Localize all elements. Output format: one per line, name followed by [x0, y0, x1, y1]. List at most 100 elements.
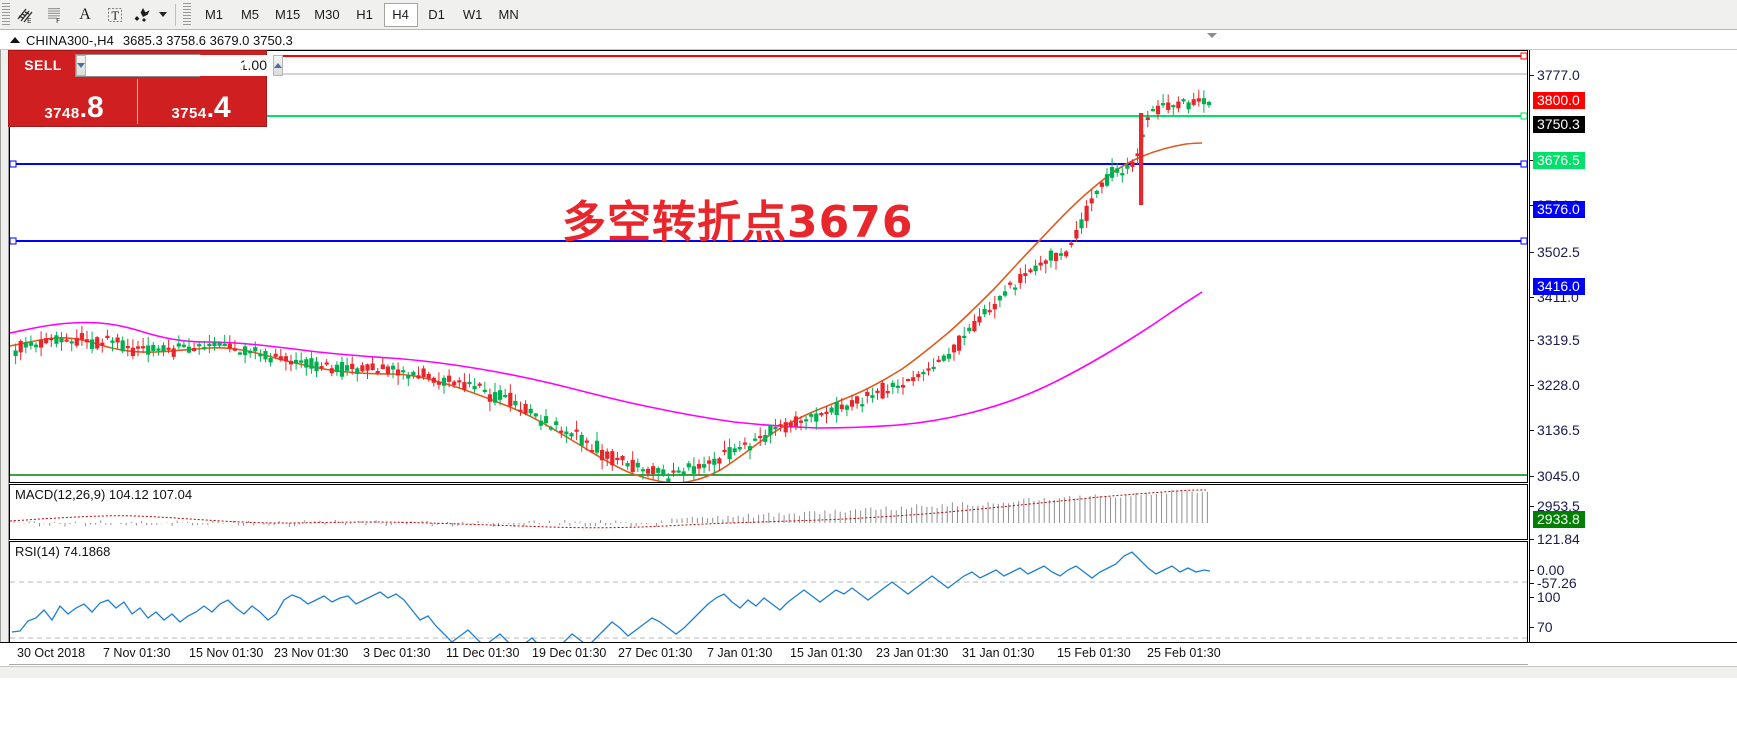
buy-button[interactable]: BUY: [216, 57, 248, 73]
level-chip-3576[interactable]: 3576.0: [1533, 201, 1585, 218]
candle-body: [1084, 205, 1089, 221]
time-label-9: 15 Jan 01:30: [790, 646, 863, 660]
chart-panel-collapse-icon[interactable]: [1203, 31, 1221, 40]
text-tool-icon[interactable]: A: [79, 5, 91, 23]
candle-body: [957, 335, 962, 351]
timeframe-button-h4[interactable]: H4: [383, 2, 418, 27]
candle-body: [59, 338, 64, 343]
sell-price-button[interactable]: 3748 . 8: [11, 79, 137, 124]
timeframe-group: M1 M5 M15 M30 H1 H4 D1 W1 MN: [197, 2, 526, 27]
candle-body: [931, 366, 936, 369]
candle-body: [23, 342, 28, 348]
level-line-3576-handle-left: [10, 160, 17, 168]
candle-body: [477, 383, 482, 386]
vertical-scale-strip[interactable]: [0, 50, 9, 691]
candle-body: [686, 463, 691, 468]
volume-stepper[interactable]: [75, 53, 283, 77]
candle-body: [885, 391, 890, 394]
candle-body: [18, 341, 23, 353]
indicators-icon[interactable]: E: [10, 2, 40, 28]
one-click-trading-panel[interactable]: SELL BUY 3748 . 8 3754 . 4: [8, 50, 283, 127]
candle-body: [370, 363, 375, 370]
candle-body: [1053, 253, 1059, 261]
candle-body: [324, 362, 329, 365]
level-chip-3416[interactable]: 3416.0: [1533, 278, 1585, 295]
candle-body: [855, 396, 860, 404]
timeframe-drag-handle[interactable]: [183, 2, 191, 27]
triangle-down-icon: [77, 62, 85, 68]
price-tick-3228-0: 3228.0: [1530, 377, 1580, 393]
sell-button[interactable]: SELL: [24, 57, 62, 73]
level-line-3416-handle-left: [10, 237, 17, 245]
rsi-line: [11, 551, 1211, 655]
time-label-6: 19 Dec 01:30: [532, 646, 607, 660]
candle-body: [549, 427, 554, 430]
templates-icon[interactable]: F: [40, 2, 70, 28]
text-label-icon[interactable]: T: [100, 2, 130, 28]
candle-body: [814, 413, 819, 422]
candle-body: [921, 372, 926, 375]
candle-body: [645, 468, 651, 474]
candle-body: [875, 390, 880, 393]
level-chip-2933[interactable]: 2933.8: [1533, 511, 1585, 528]
time-label-1: 7 Nov 01:30: [103, 646, 171, 660]
volume-decrement-button[interactable]: [76, 54, 86, 76]
volume-increment-button[interactable]: [273, 54, 283, 76]
timeframe-button-mn[interactable]: MN: [498, 7, 519, 22]
collapse-toggle-icon[interactable]: [7, 32, 23, 48]
candle-body: [661, 469, 666, 476]
timeframe-button-m1[interactable]: M1: [204, 7, 224, 22]
time-axis[interactable]: 30 Oct 2018 7 Nov 01:30 15 Nov 01:30 23 Nov…: [0, 642, 1737, 704]
volume-input[interactable]: [86, 54, 273, 76]
candle-body: [758, 435, 763, 439]
candle-body: [865, 391, 870, 396]
buy-price-button[interactable]: 3754 . 4: [137, 79, 264, 124]
candle-body: [334, 364, 339, 373]
last-price-chip[interactable]: 3750.3: [1533, 116, 1585, 133]
candle-body: [487, 394, 492, 402]
candle-body: [288, 360, 294, 365]
price-axis[interactable]: 3777.03685.53594.03502.53411.03319.53228…: [1529, 50, 1737, 691]
candle-body: [620, 456, 625, 461]
objects-icon[interactable]: [130, 2, 154, 28]
candle-body: [1023, 273, 1028, 277]
candle-body: [350, 363, 355, 369]
toolbar-drag-handle[interactable]: [2, 2, 10, 27]
level-chip-3676[interactable]: 3676.5: [1533, 152, 1585, 169]
time-axis-labels: 30 Oct 2018 7 Nov 01:30 15 Nov 01:30 23 Nov…: [9, 643, 1528, 665]
chevron-down-icon: [158, 12, 167, 17]
timeframe-button-m15[interactable]: M15: [275, 7, 301, 22]
horizontal-scrollbar[interactable]: [0, 666, 1737, 678]
macd-pane[interactable]: MACD(12,26,9) 104.12 107.04: [9, 484, 1528, 540]
candle-body: [1191, 99, 1196, 105]
candle-body: [615, 457, 620, 460]
timeframe-button-m5[interactable]: M5: [240, 7, 260, 22]
candle-body: [1206, 102, 1212, 106]
candle-body: [1130, 161, 1135, 167]
candle-body: [783, 422, 788, 433]
candle-body: [181, 344, 187, 347]
timeframe-button-h1[interactable]: H1: [356, 7, 373, 22]
timeframe-button-d1[interactable]: D1: [428, 7, 445, 22]
candle-body: [732, 448, 737, 453]
level-chip-3800[interactable]: 3800.0: [1533, 92, 1585, 109]
objects-dropdown-icon[interactable]: [154, 2, 170, 28]
macd-chart-svg: [10, 489, 1208, 529]
time-label-10: 23 Jan 01:30: [876, 646, 949, 660]
candle-body: [829, 407, 834, 413]
candle-body: [294, 359, 299, 364]
candle-body: [1048, 250, 1054, 261]
candle-body: [345, 365, 350, 371]
candle-body: [753, 438, 758, 441]
candle-body: [798, 420, 804, 423]
candle-body: [49, 337, 54, 341]
candle-body: [625, 463, 630, 467]
sell-price-decimal: 8: [86, 91, 104, 124]
rsi-legend: RSI(14) 74.1868: [15, 544, 111, 559]
candle-body: [95, 337, 100, 349]
candle-body: [130, 347, 136, 357]
timeframe-button-w1[interactable]: W1: [462, 7, 483, 22]
timeframe-button-m30[interactable]: M30: [314, 7, 340, 22]
candle-body: [533, 413, 538, 417]
candle-body: [141, 346, 146, 349]
